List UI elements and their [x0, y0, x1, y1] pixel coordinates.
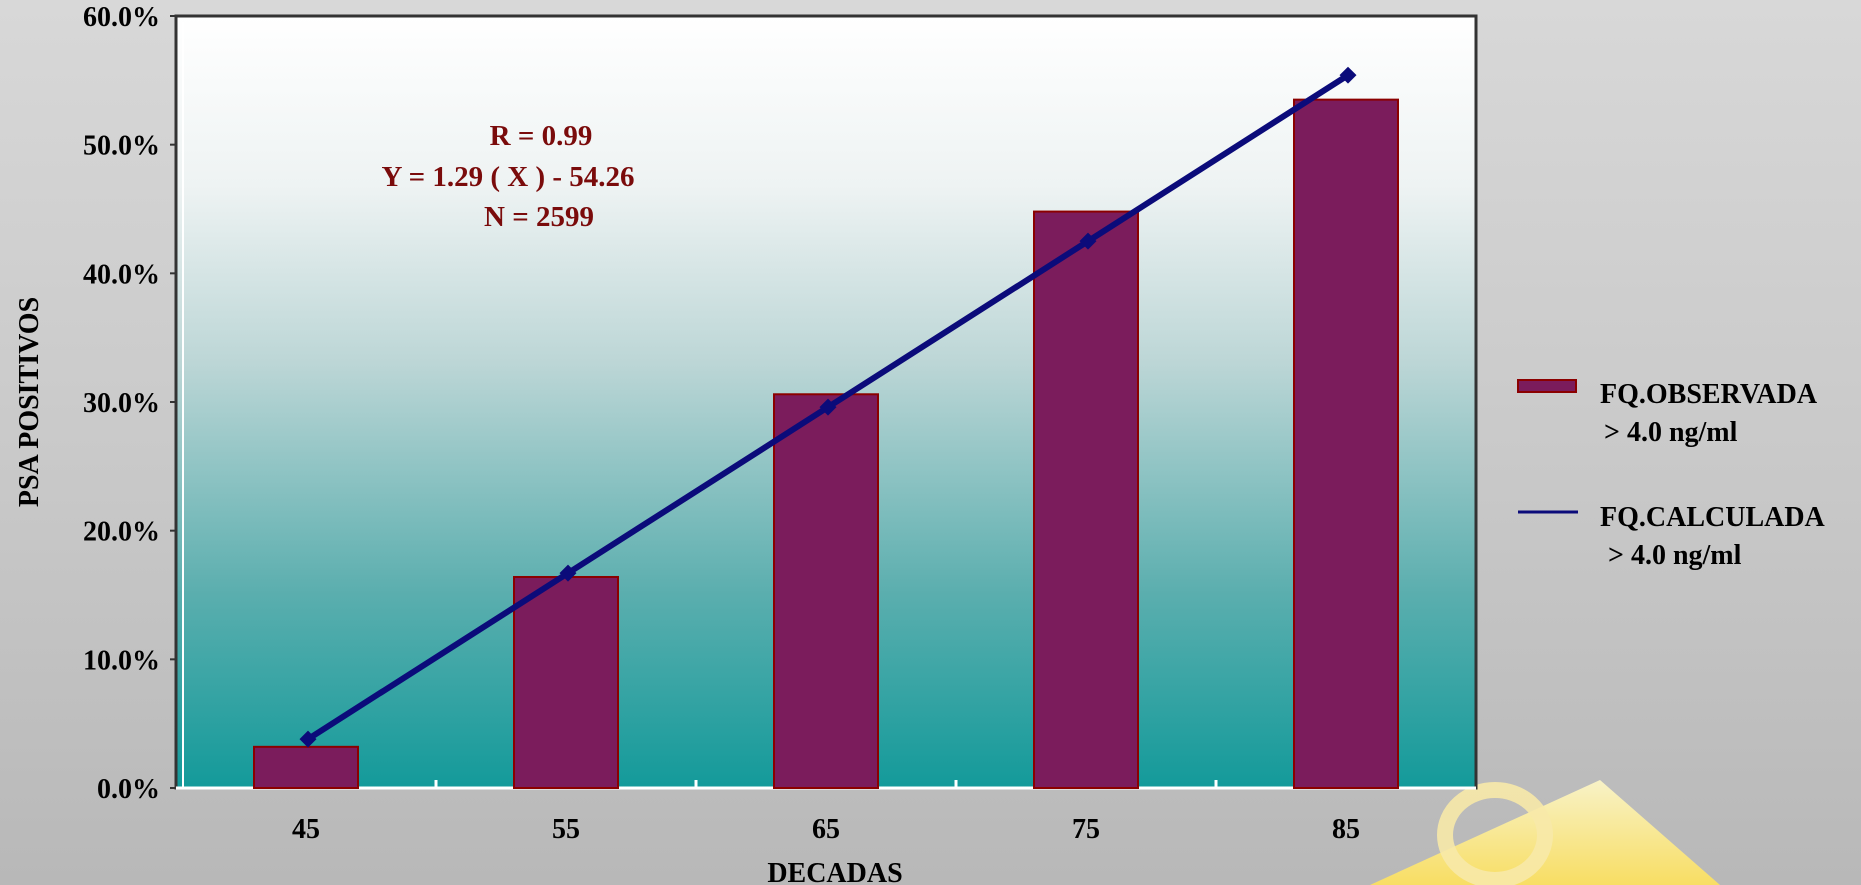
y-tick-label: 50.0%	[83, 131, 160, 162]
bar-observada	[513, 575, 619, 790]
y-tick-label: 60.0%	[83, 2, 160, 33]
bar-observada	[1033, 210, 1139, 790]
point-calculada	[819, 398, 837, 416]
bars-layer	[253, 98, 1399, 790]
legend-sublabel-observada: > 4.0 ng/ml	[1604, 417, 1738, 448]
point-calculada	[559, 564, 577, 582]
y-tick-label: 0.0%	[97, 774, 160, 805]
y-tick-label: 40.0%	[83, 259, 160, 290]
legend-sublabel-calculada: > 4.0 ng/ml	[1608, 540, 1742, 571]
annotation-r: R = 0.99	[490, 120, 593, 152]
x-tick-label: 75	[1072, 814, 1100, 845]
legend-swatch-observada	[1517, 379, 1577, 393]
legend-label-calculada: FQ.CALCULADA	[1600, 502, 1826, 533]
x-tick-label: 55	[552, 814, 580, 845]
y-tick-label: 30.0%	[83, 388, 160, 419]
x-tick-label: 65	[812, 814, 840, 845]
x-axis-title: DECADAS	[767, 858, 902, 885]
bar-observada	[1293, 98, 1399, 789]
watermark-logo	[1370, 780, 1720, 885]
tick-labels-layer: 0.0% 10.0% 20.0% 30.0% 40.0% 50.0% 60.0% 45 55 65…	[83, 2, 1360, 845]
bar-observada	[253, 745, 359, 789]
legend-label-observada: FQ.OBSERVADA	[1600, 379, 1818, 410]
legend: FQ.OBSERVADA > 4.0 ng/ml FQ.CALCULADA > …	[1517, 379, 1826, 571]
point-calculada	[299, 730, 317, 748]
y-axis-title: PSA POSITIVOS	[14, 297, 45, 507]
annotation-equation: Y = 1.29 ( X ) - 54.26	[381, 161, 634, 193]
y-tick-label: 20.0%	[83, 517, 160, 548]
fit-line-layer	[299, 66, 1357, 748]
y-tick-label: 10.0%	[83, 645, 160, 676]
bar-observada	[773, 393, 879, 789]
x-tick-label: 45	[292, 814, 320, 845]
x-tick-label: 85	[1332, 814, 1360, 845]
annotation-n: N = 2599	[484, 201, 594, 233]
